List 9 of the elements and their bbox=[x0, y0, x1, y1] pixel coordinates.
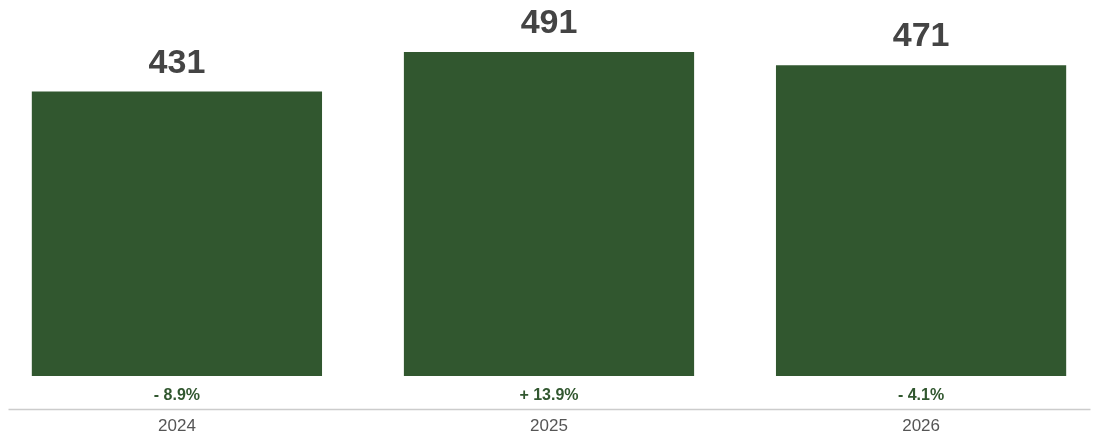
x-tick-label: 2025 bbox=[530, 415, 568, 435]
x-tick-label: 2024 bbox=[158, 415, 196, 435]
text: + 13.9% bbox=[519, 386, 579, 403]
text: - 8.9% bbox=[153, 386, 201, 403]
x-tick-label: 2026 bbox=[902, 415, 940, 435]
data-label: 471 bbox=[892, 15, 950, 54]
text: - 4.1% bbox=[897, 386, 945, 403]
data-label: 431 bbox=[148, 41, 206, 80]
data-label: 491 bbox=[520, 2, 578, 40]
